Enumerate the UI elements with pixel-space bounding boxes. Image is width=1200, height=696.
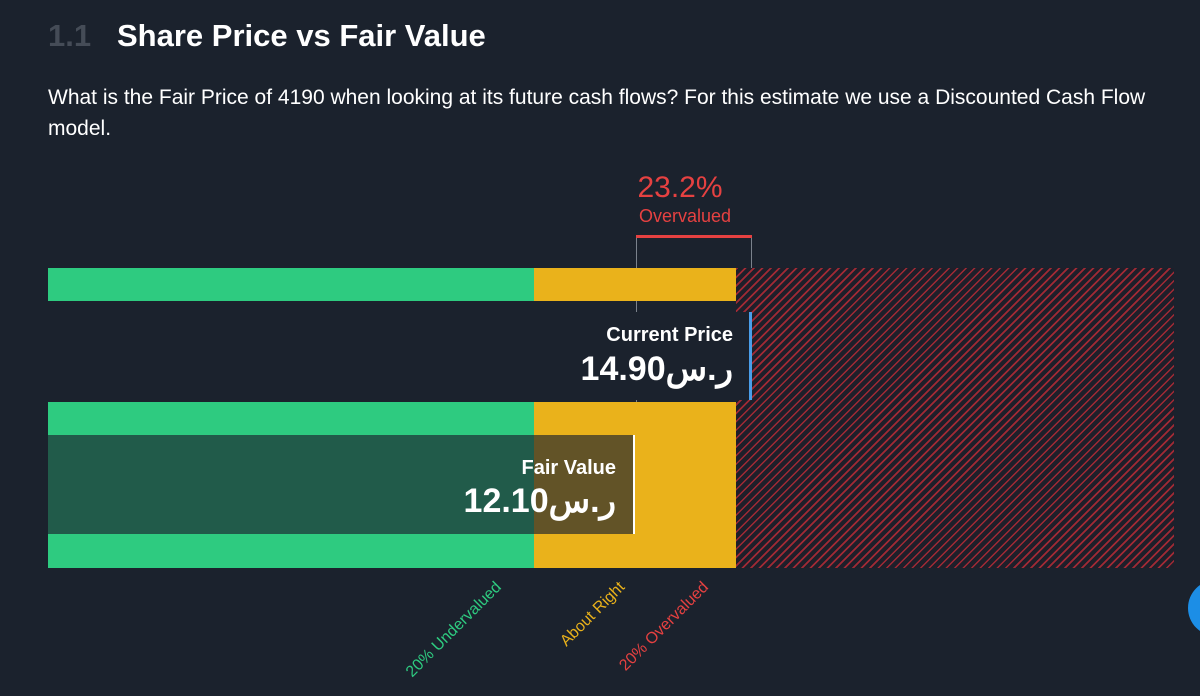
valuation-percent: 23.2% (637, 171, 723, 204)
zone-label-overvalued: 20% Overvalued (616, 578, 713, 675)
valuation-status: Overvalued (638, 206, 732, 226)
zone-label-about-right: About Right (557, 578, 629, 650)
fair-value-bar (48, 435, 634, 534)
current-price-label: Current Price (606, 324, 733, 346)
current-price-marker (749, 312, 752, 400)
fair-value-marker (633, 435, 635, 534)
current-price-value: 14.90ر.س (580, 350, 733, 388)
fair-value-amount: 12.10ر.س (463, 482, 616, 520)
price-bar-about-right-zone (534, 268, 736, 301)
section-title: Share Price vs Fair Value (117, 18, 486, 53)
fair-value-label: Fair Value (521, 457, 617, 479)
circle-button-icon[interactable] (1188, 580, 1200, 636)
valuation-bracket (636, 235, 752, 238)
price-bar-undervalued-zone (48, 268, 534, 301)
section-description: What is the Fair Price of 4190 when look… (48, 86, 1146, 140)
current-price-box (580, 312, 750, 400)
overvalued-zone (736, 268, 1174, 568)
zone-label-undervalued: 20% Undervalued (402, 578, 505, 681)
section-number: 1.1 (48, 18, 92, 53)
